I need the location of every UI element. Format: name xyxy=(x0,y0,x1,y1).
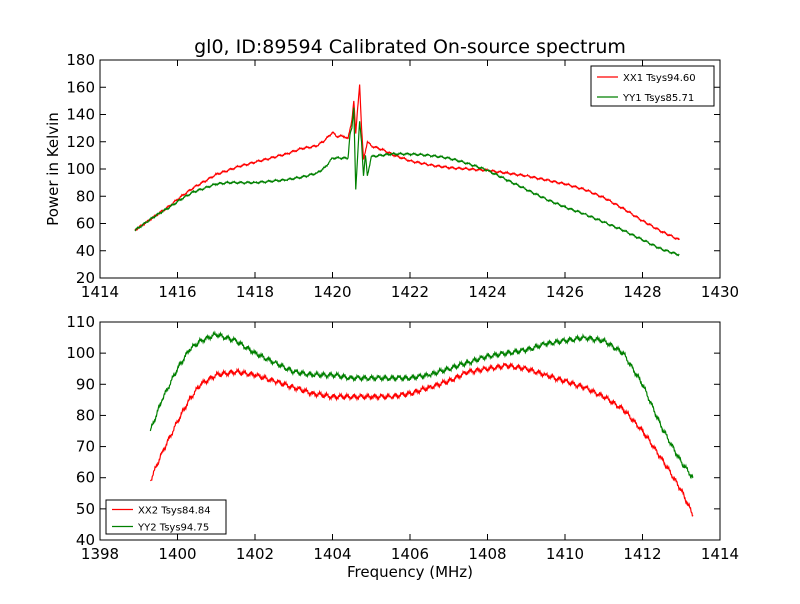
y-tick-label: 120 xyxy=(66,133,95,151)
y-tick-label: 160 xyxy=(66,78,95,96)
x-tick-label: 1428 xyxy=(623,283,661,301)
y-tick-label: 70 xyxy=(76,438,95,456)
y-tick-label: 40 xyxy=(76,242,95,260)
x-tick-label: 1408 xyxy=(468,545,506,563)
series-line-2 xyxy=(149,330,694,480)
x-tick-label: 1420 xyxy=(313,283,351,301)
y-tick-label: 180 xyxy=(66,51,95,69)
y-tick-label: 110 xyxy=(66,313,95,331)
y-tick-label: 50 xyxy=(76,500,95,518)
y-tick-label: 140 xyxy=(66,106,95,124)
y-tick-label: 100 xyxy=(66,344,95,362)
y-tick-label: 90 xyxy=(76,375,95,393)
x-tick-label: 1410 xyxy=(546,545,584,563)
y-tick-label: 20 xyxy=(76,269,95,287)
x-tick-label: 1430 xyxy=(701,283,739,301)
x-tick-label: 1398 xyxy=(81,545,119,563)
x-tick-label: 1414 xyxy=(81,283,119,301)
x-tick-label: 1424 xyxy=(468,283,506,301)
lower-spectrum-panel: 1398 1400 1402 1404 1406 1408 1410 1412 1414 40 50… xyxy=(66,313,739,563)
x-tick-label: 1422 xyxy=(391,283,429,301)
y-tick-label: 60 xyxy=(76,469,95,487)
x-tick-label: 1426 xyxy=(546,283,584,301)
x-tick-label: 1400 xyxy=(158,545,196,563)
figure-title: gl0, ID:89594 Calibrated On-source spect… xyxy=(194,36,626,58)
legend: XX1 Tsys94.60 YY1 Tsys85.71 xyxy=(590,65,715,107)
series-line-1 xyxy=(134,84,680,241)
x-tick-label: 1418 xyxy=(236,283,274,301)
y-tick-label: 80 xyxy=(76,187,95,205)
y-axis-label: Power in Kelvin xyxy=(44,112,62,226)
y-tick-label: 80 xyxy=(76,406,95,424)
legend-box xyxy=(590,65,715,107)
x-tick-label: 1416 xyxy=(158,283,196,301)
series-line-1 xyxy=(149,362,694,517)
legend: XX2 Tsys84.84 YY2 Tsys94.75 xyxy=(105,499,227,535)
legend-label: XX2 Tsys84.84 xyxy=(138,506,211,517)
x-tick-label: 1404 xyxy=(313,545,351,563)
x-tick-label: 1414 xyxy=(701,545,739,563)
legend-label: YY1 Tsys85.71 xyxy=(622,93,694,104)
x-axis-label: Frequency (MHz) xyxy=(347,563,473,581)
legend-label: YY2 Tsys94.75 xyxy=(137,523,209,534)
x-tick-label: 1406 xyxy=(391,545,429,563)
series-line-2 xyxy=(134,107,680,257)
upper-spectrum-panel: 1414 1416 1418 1420 1422 1424 1426 1428 1430 20 40… xyxy=(44,51,739,301)
x-tick-label: 1402 xyxy=(236,545,274,563)
y-tick-label: 40 xyxy=(76,531,95,549)
x-tick-label: 1412 xyxy=(623,545,661,563)
legend-label: XX1 Tsys94.60 xyxy=(623,73,696,84)
y-tick-label: 60 xyxy=(76,215,95,233)
y-tick-label: 100 xyxy=(66,160,95,178)
legend-box xyxy=(105,499,227,535)
